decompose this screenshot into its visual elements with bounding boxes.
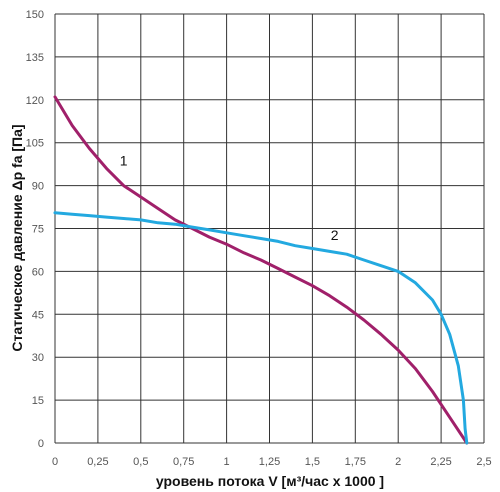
y-tick-label: 0 bbox=[38, 438, 44, 450]
x-tick-label: 0,25 bbox=[87, 456, 108, 468]
series-lines bbox=[53, 95, 469, 445]
x-tick-label: 0,75 bbox=[173, 456, 194, 468]
x-tick-label: 1,75 bbox=[345, 456, 366, 468]
y-tick-label: 75 bbox=[32, 224, 44, 236]
series-labels: 12 bbox=[120, 153, 339, 243]
series-line-1 bbox=[53, 95, 469, 445]
y-tick-label: 30 bbox=[32, 352, 44, 364]
series-label-1: 1 bbox=[120, 153, 128, 169]
y-tick-label: 45 bbox=[32, 309, 44, 321]
x-tick-label: 2 bbox=[395, 456, 401, 468]
y-tick-label: 120 bbox=[26, 95, 44, 107]
y-tick-label: 15 bbox=[32, 395, 44, 407]
series-label-2: 2 bbox=[331, 227, 339, 243]
series-line-2 bbox=[53, 211, 469, 445]
x-tick-label: 1,25 bbox=[259, 456, 280, 468]
x-tick-label: 1 bbox=[224, 456, 230, 468]
y-tick-label: 90 bbox=[32, 181, 44, 193]
grid bbox=[54, 13, 485, 444]
y-tick-label: 150 bbox=[26, 9, 44, 21]
y-tick-label: 60 bbox=[32, 266, 44, 278]
x-tick-label: 0,5 bbox=[133, 456, 148, 468]
x-tick-label: 2,5 bbox=[476, 456, 491, 468]
y-tick-labels: 0 15 30 45 60 75 90 105 120 135 150 bbox=[26, 9, 44, 450]
y-tick-label: 105 bbox=[26, 138, 44, 150]
y-tick-label: 135 bbox=[26, 52, 44, 64]
x-tick-label: 2,25 bbox=[430, 456, 451, 468]
x-tick-labels: 0 0,25 0,5 0,75 1 1,25 1,5 1,75 2 2,25 2,5 bbox=[52, 456, 492, 468]
y-axis-title: Статическое давление Δp fa [Па] bbox=[9, 124, 25, 351]
x-axis-title: уровень потока V [м³/час x 1000 ] bbox=[156, 473, 384, 489]
x-tick-label: 1,5 bbox=[305, 456, 320, 468]
x-tick-label: 0 bbox=[52, 456, 58, 468]
